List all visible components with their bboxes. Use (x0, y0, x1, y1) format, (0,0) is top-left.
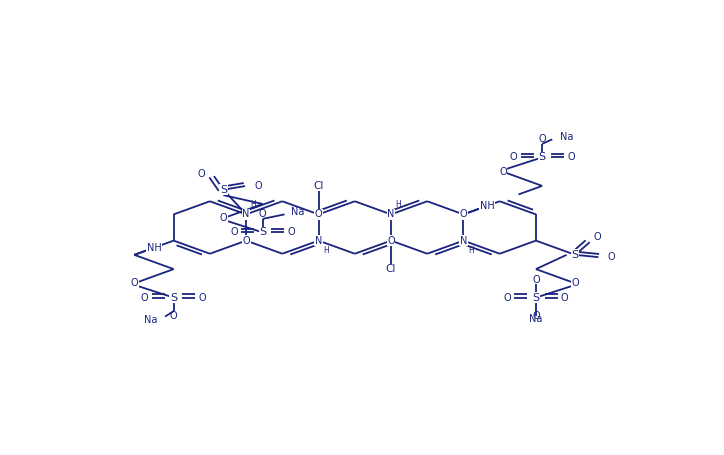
Text: O: O (130, 278, 138, 288)
Text: H: H (251, 200, 256, 209)
Text: O: O (539, 134, 546, 144)
Text: O: O (510, 152, 517, 162)
Text: O: O (287, 228, 295, 238)
Text: N: N (315, 236, 322, 246)
Text: S: S (572, 250, 578, 260)
Text: O: O (387, 236, 395, 246)
Text: O: O (230, 228, 237, 238)
Text: H: H (323, 246, 329, 255)
Text: NH: NH (480, 201, 494, 211)
Text: O: O (567, 152, 575, 162)
Text: N: N (460, 236, 467, 246)
Text: O: O (243, 236, 250, 246)
Text: O: O (219, 213, 227, 223)
Text: Na: Na (291, 207, 304, 217)
Text: Na: Na (529, 314, 542, 324)
Text: O: O (315, 209, 322, 219)
Text: O: O (460, 209, 467, 219)
Text: O: O (254, 181, 262, 191)
Text: H: H (395, 200, 401, 209)
Text: S: S (170, 293, 177, 303)
Text: O: O (198, 293, 206, 303)
Text: S: S (259, 228, 266, 238)
Text: N: N (387, 209, 395, 219)
Text: O: O (561, 293, 568, 303)
Text: O: O (499, 167, 507, 177)
Text: O: O (593, 232, 601, 242)
Text: O: O (197, 169, 205, 179)
Text: O: O (607, 252, 615, 262)
Text: O: O (532, 274, 539, 284)
Text: Cl: Cl (386, 264, 396, 274)
Text: O: O (259, 209, 266, 219)
Text: N: N (243, 209, 250, 219)
Text: O: O (571, 278, 579, 288)
Text: S: S (539, 152, 546, 162)
Text: Cl: Cl (313, 181, 324, 191)
Text: O: O (532, 311, 539, 321)
Text: Na: Na (144, 315, 157, 325)
Text: S: S (220, 185, 227, 195)
Text: O: O (503, 293, 511, 303)
Text: NH: NH (146, 243, 161, 253)
Text: S: S (532, 293, 539, 303)
Text: O: O (170, 311, 177, 321)
Text: Na: Na (560, 132, 573, 142)
Text: O: O (141, 293, 148, 303)
Text: H: H (468, 246, 473, 255)
